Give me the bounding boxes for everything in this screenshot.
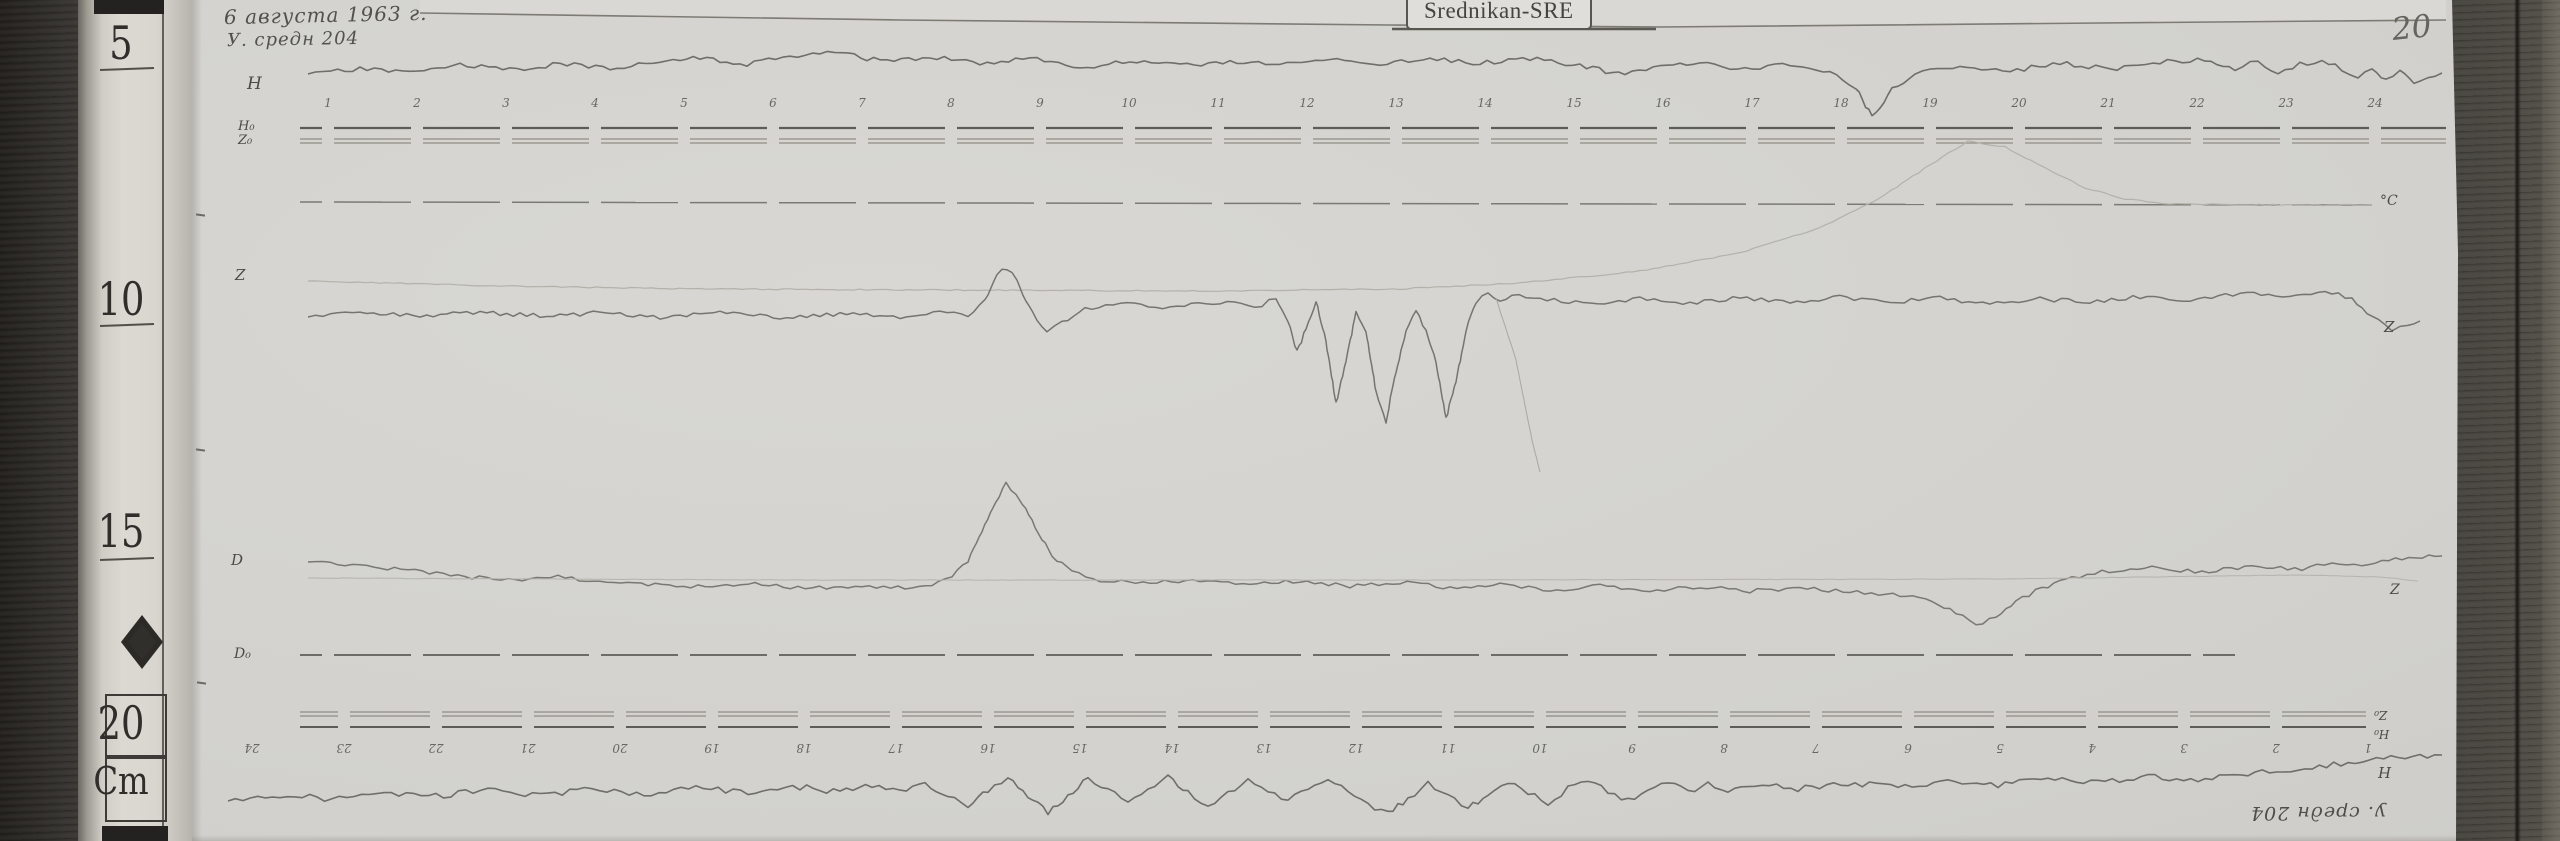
- storm-drop-line: [1495, 297, 1541, 473]
- ruler-top-cap: [94, 0, 164, 14]
- ruler-mark-5: 5: [109, 16, 133, 70]
- wood-groove: [2514, 0, 2521, 841]
- H-trace-day1: [307, 50, 2443, 117]
- temperature-trace: [307, 140, 2373, 292]
- diamond-icon: [120, 614, 164, 674]
- bottom-Z0-line: [300, 711, 2366, 717]
- D-trace-day1: [307, 481, 2443, 626]
- ruler-ink-line: [162, 0, 164, 841]
- ruler-box-20: [105, 694, 167, 759]
- D-faint-line: [307, 574, 2419, 582]
- chart-paper: [190, 0, 2458, 841]
- H-trace-day2-flipped: [227, 753, 2443, 816]
- ruler-mark-15: 15: [97, 504, 145, 558]
- folding-ruler: 5 10 15 20 Cm: [78, 0, 192, 841]
- ruler-mark-20: 20: [97, 696, 145, 750]
- wood-edge-highlight: [2542, 0, 2560, 841]
- T-scale-line: [299, 201, 2373, 206]
- ruler-mark-10: 10: [97, 272, 145, 326]
- Z0-baseline: [300, 138, 2446, 144]
- ruler-unit-label: Cm: [93, 759, 149, 803]
- ruler-bottom-cap: [102, 826, 168, 841]
- ruler-cm-box: [105, 755, 167, 822]
- Z-trace-day1: [307, 268, 2421, 424]
